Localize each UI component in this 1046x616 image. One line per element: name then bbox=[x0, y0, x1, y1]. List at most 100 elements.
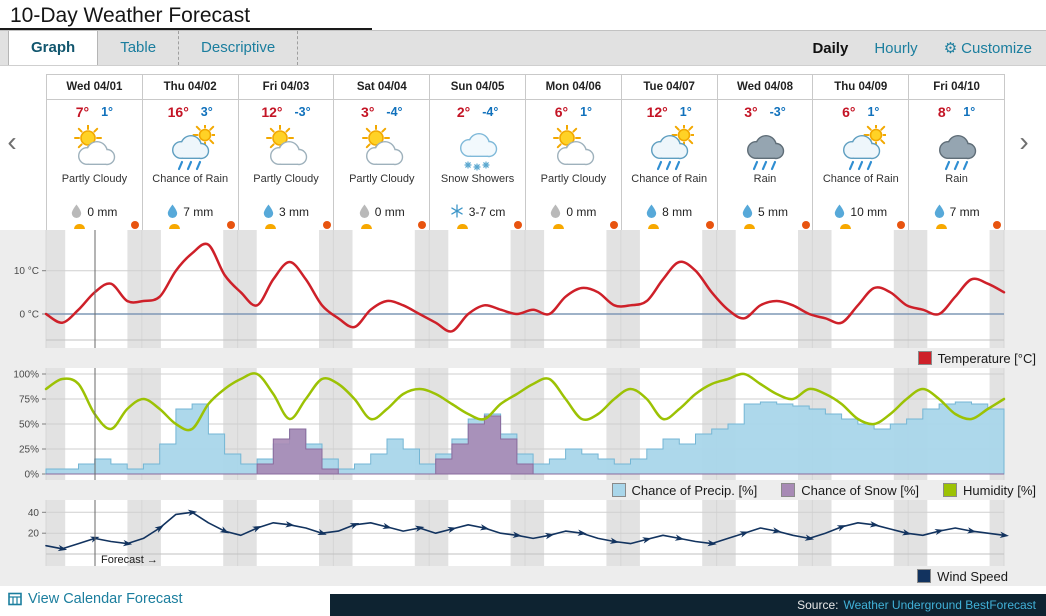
day-column[interactable]: Wed 04/08 3° -3° Rain 5 mm bbox=[717, 74, 814, 230]
sunset-icon bbox=[226, 221, 235, 229]
sunset-icon bbox=[897, 221, 906, 229]
day-high: 7° bbox=[75, 104, 90, 120]
day-precip-amount: 0 mm bbox=[374, 205, 405, 219]
source-link[interactable]: Weather Underground BestForecast bbox=[843, 598, 1036, 612]
humidity-legend-item: Humidity [%] bbox=[943, 483, 1036, 498]
day-condition: Partly Cloudy bbox=[349, 173, 415, 185]
tab-table[interactable]: Table bbox=[98, 31, 180, 65]
day-precip: 7 mm bbox=[143, 202, 238, 222]
next-days-button[interactable]: › bbox=[1019, 126, 1029, 157]
day-temps: 16° 3° bbox=[143, 100, 238, 124]
temperature-swatch bbox=[917, 351, 932, 365]
sun-strip bbox=[718, 221, 813, 230]
svg-text:25%: 25% bbox=[19, 445, 39, 456]
day-low: 1° bbox=[679, 105, 692, 119]
wind-legend: Wind Speed bbox=[0, 566, 1046, 586]
day-temps: 3° -4° bbox=[334, 100, 429, 124]
sun-strip bbox=[909, 221, 1004, 230]
sun-strip bbox=[526, 221, 621, 230]
sunrise-icon bbox=[648, 224, 660, 229]
day-precip: 7 mm bbox=[909, 202, 1004, 222]
droplet-blue-icon bbox=[834, 204, 845, 221]
day-column[interactable]: Mon 04/06 6° 1° Partly Cloudy 0 mm bbox=[525, 74, 622, 230]
customize-button[interactable]: ⚙ Customize bbox=[943, 39, 1032, 58]
day-precip: 3 mm bbox=[239, 202, 334, 222]
sunrise-icon bbox=[360, 224, 372, 229]
source-label: Source: bbox=[797, 598, 839, 612]
svg-text:Forecast →: Forecast → bbox=[101, 554, 158, 566]
day-high: 3° bbox=[361, 104, 375, 120]
source-bar: Source: Weather Underground BestForecast bbox=[330, 594, 1046, 616]
day-date: Sat 04/04 bbox=[334, 74, 430, 100]
day-condition: Rain bbox=[753, 173, 777, 185]
precipitation-legend: Chance of Precip. [%] Chance of Snow [%]… bbox=[0, 480, 1046, 500]
sun-strip bbox=[813, 221, 908, 230]
title-underline bbox=[0, 28, 372, 30]
day-precip: 3-7 cm bbox=[430, 202, 525, 222]
day-low: 1° bbox=[101, 105, 114, 119]
sun-strip bbox=[47, 221, 142, 230]
svg-text:0%: 0% bbox=[25, 470, 40, 481]
day-date: Wed 04/08 bbox=[717, 74, 813, 100]
tab-graph[interactable]: Graph bbox=[8, 31, 99, 65]
day-column[interactable]: Thu 04/09 6° 1° Chance of Rain 10 mm bbox=[813, 74, 910, 230]
day-temps: 12° -3° bbox=[239, 100, 334, 124]
day-low: -4° bbox=[386, 105, 403, 119]
day-column[interactable]: Sun 04/05 2° -4° Snow Showers 3-7 cm bbox=[430, 74, 526, 230]
sunset-icon bbox=[322, 221, 331, 229]
day-date: Fri 04/10 bbox=[909, 74, 1004, 100]
day-precip: 0 mm bbox=[47, 202, 142, 222]
customize-label: Customize bbox=[961, 39, 1032, 57]
daily-toggle[interactable]: Daily bbox=[812, 39, 849, 57]
day-precip-amount: 0 mm bbox=[87, 205, 118, 219]
precipitation-chart: 100% 75% 50% 25% 0% bbox=[0, 368, 1046, 480]
sunrise-icon bbox=[265, 224, 277, 229]
day-column[interactable]: Wed 04/01 7° 1° Partly Cloudy 0 mm bbox=[47, 74, 143, 230]
day-columns: Wed 04/01 7° 1° Partly Cloudy 0 mm Thu 0… bbox=[46, 74, 1005, 230]
droplet-blue-icon bbox=[742, 204, 753, 221]
prev-days-button[interactable]: ‹ bbox=[7, 126, 17, 157]
day-condition: Rain bbox=[945, 173, 968, 185]
day-column[interactable]: Fri 04/10 8° 1° Rain 7 mm bbox=[909, 74, 1005, 230]
droplet-gray-icon bbox=[359, 204, 370, 221]
sunrise-icon bbox=[839, 224, 851, 229]
rain-icon bbox=[718, 124, 813, 172]
day-precip-amount: 3-7 cm bbox=[468, 205, 506, 219]
day-high: 12° bbox=[646, 104, 668, 120]
tab-bar: Graph Table Descriptive Daily Hourly ⚙ C… bbox=[0, 30, 1046, 66]
day-low: 3° bbox=[200, 105, 213, 119]
wind-chart: 40 20 Forecast → bbox=[0, 500, 1046, 566]
hourly-toggle[interactable]: Hourly bbox=[874, 39, 918, 57]
day-high: 2° bbox=[456, 104, 471, 120]
tab-descriptive[interactable]: Descriptive bbox=[179, 31, 299, 65]
day-precip: 0 mm bbox=[334, 202, 429, 222]
footer: View Calendar Forecast Source: Weather U… bbox=[0, 586, 1046, 616]
day-temps: 6° 1° bbox=[813, 100, 908, 124]
wind-legend-label: Wind Speed bbox=[937, 568, 1008, 584]
day-date: Tue 04/07 bbox=[621, 74, 717, 100]
sunset-icon bbox=[609, 221, 618, 229]
humidity-swatch bbox=[943, 483, 958, 497]
day-precip: 10 mm bbox=[813, 202, 908, 222]
temperature-legend-item: Temperature [°C] bbox=[917, 351, 1036, 366]
day-column[interactable]: Sat 04/04 3° -4° Partly Cloudy 0 mm bbox=[334, 74, 431, 230]
day-column[interactable]: Fri 04/03 12° -3° Partly Cloudy 3 mm bbox=[238, 74, 335, 230]
day-column[interactable]: Thu 04/02 16° 3° Chance of Rain 7 mm bbox=[142, 74, 239, 230]
view-calendar-link[interactable]: View Calendar Forecast bbox=[8, 591, 182, 607]
day-temps: 7° 1° bbox=[47, 100, 142, 124]
svg-text:20: 20 bbox=[28, 529, 40, 540]
view-calendar-label: View Calendar Forecast bbox=[28, 591, 183, 607]
day-column[interactable]: Tue 04/07 12° 1° Chance of Rain 8 mm bbox=[621, 74, 718, 230]
sunrise-icon bbox=[552, 224, 564, 229]
temperature-legend: Temperature [°C] bbox=[0, 348, 1046, 368]
precip-legend-label: Chance of Precip. [%] bbox=[631, 482, 758, 498]
sun-strip bbox=[334, 221, 429, 230]
svg-text:0 °C: 0 °C bbox=[19, 310, 39, 321]
droplet-blue-icon bbox=[646, 204, 657, 221]
day-temps: 12° 1° bbox=[622, 100, 717, 124]
day-condition: Chance of Rain bbox=[152, 173, 229, 185]
day-date: Thu 04/09 bbox=[813, 74, 909, 100]
gear-icon: ⚙ bbox=[943, 40, 958, 57]
svg-text:100%: 100% bbox=[13, 370, 39, 381]
sunset-icon bbox=[130, 221, 139, 229]
